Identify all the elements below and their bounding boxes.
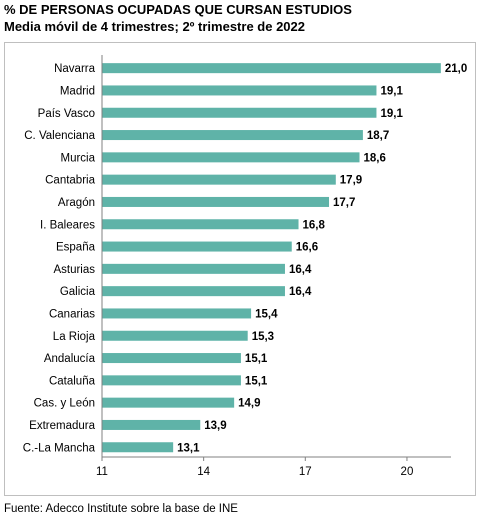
category-label: I. Baleares [40, 219, 95, 231]
x-tick-label: 11 [96, 466, 108, 478]
chart-title: % DE PERSONAS OCUPADAS QUE CURSAN ESTUDI… [4, 2, 352, 17]
value-label: 15,1 [245, 353, 268, 365]
bar [102, 241, 292, 252]
value-label: 15,3 [252, 331, 274, 343]
bar-chart: Navarra Madrid País Vasco C. Valenciana Murc… [23, 55, 467, 478]
value-label: 16,8 [303, 219, 326, 231]
category-label: Madrid [60, 85, 95, 97]
category-labels-group: Navarra Madrid País Vasco C. Valenciana Murc… [23, 63, 96, 454]
chart-subtitle: Media móvil de 4 trimestres; 2º trimestr… [4, 19, 305, 34]
value-label: 15,4 [255, 308, 278, 320]
bar [102, 130, 363, 141]
category-label: Galicia [60, 286, 96, 298]
bar [102, 330, 248, 341]
value-label: 13,9 [204, 420, 226, 432]
value-label: 13,1 [177, 442, 200, 454]
bar [102, 107, 377, 118]
bar [102, 174, 336, 185]
bar [102, 63, 441, 74]
chart-frame [4, 42, 476, 496]
bar [102, 353, 241, 364]
bar [102, 219, 299, 230]
x-axis: 11 14 17 20 [96, 55, 451, 478]
value-label: 21,0 [445, 63, 467, 75]
bar [102, 419, 201, 430]
category-label: C. Valenciana [24, 130, 95, 142]
category-label: Navarra [54, 63, 96, 75]
value-label: 16,4 [289, 264, 312, 276]
bar [102, 286, 285, 297]
value-label: 19,1 [380, 85, 403, 97]
value-label: 18,7 [367, 130, 389, 142]
x-tick-label: 20 [401, 466, 414, 478]
category-label: País Vasco [38, 108, 95, 120]
value-label: 15,1 [245, 375, 268, 387]
value-label: 17,9 [340, 175, 362, 187]
category-label: Andalucía [44, 353, 96, 365]
bar [102, 397, 235, 408]
bar [102, 263, 285, 274]
value-label: 17,7 [333, 197, 355, 209]
bar [102, 85, 377, 96]
category-label: Extremadura [29, 420, 95, 432]
bar [102, 308, 252, 319]
x-tick-label: 14 [197, 466, 210, 478]
category-label: Murcia [60, 152, 95, 164]
bar [102, 196, 330, 207]
bar [102, 442, 174, 453]
category-label: La Rioja [53, 331, 96, 343]
category-label: C.-La Mancha [23, 442, 96, 454]
category-label: Cantabria [45, 175, 95, 187]
value-labels-group: 21,0 19,1 19,1 18,7 18,617,9 17,7 16,8 16,6 16,4… [177, 63, 467, 454]
category-label: Aragón [58, 197, 95, 209]
value-label: 14,9 [238, 398, 260, 410]
value-label: 19,1 [380, 108, 403, 120]
category-label: Asturias [53, 264, 95, 276]
category-label: España [56, 242, 96, 254]
category-label: Canarias [49, 308, 95, 320]
category-label: Cas. y León [34, 398, 95, 410]
category-label: Cataluña [49, 375, 96, 387]
value-label: 16,6 [296, 242, 318, 254]
bar [102, 375, 241, 386]
x-tick-label: 17 [299, 466, 312, 478]
bar [102, 152, 360, 163]
value-label: 18,6 [364, 152, 386, 164]
source-note: Fuente: Adecco Institute sobre la base d… [4, 503, 238, 515]
value-label: 16,4 [289, 286, 312, 298]
bars-group [102, 63, 441, 453]
